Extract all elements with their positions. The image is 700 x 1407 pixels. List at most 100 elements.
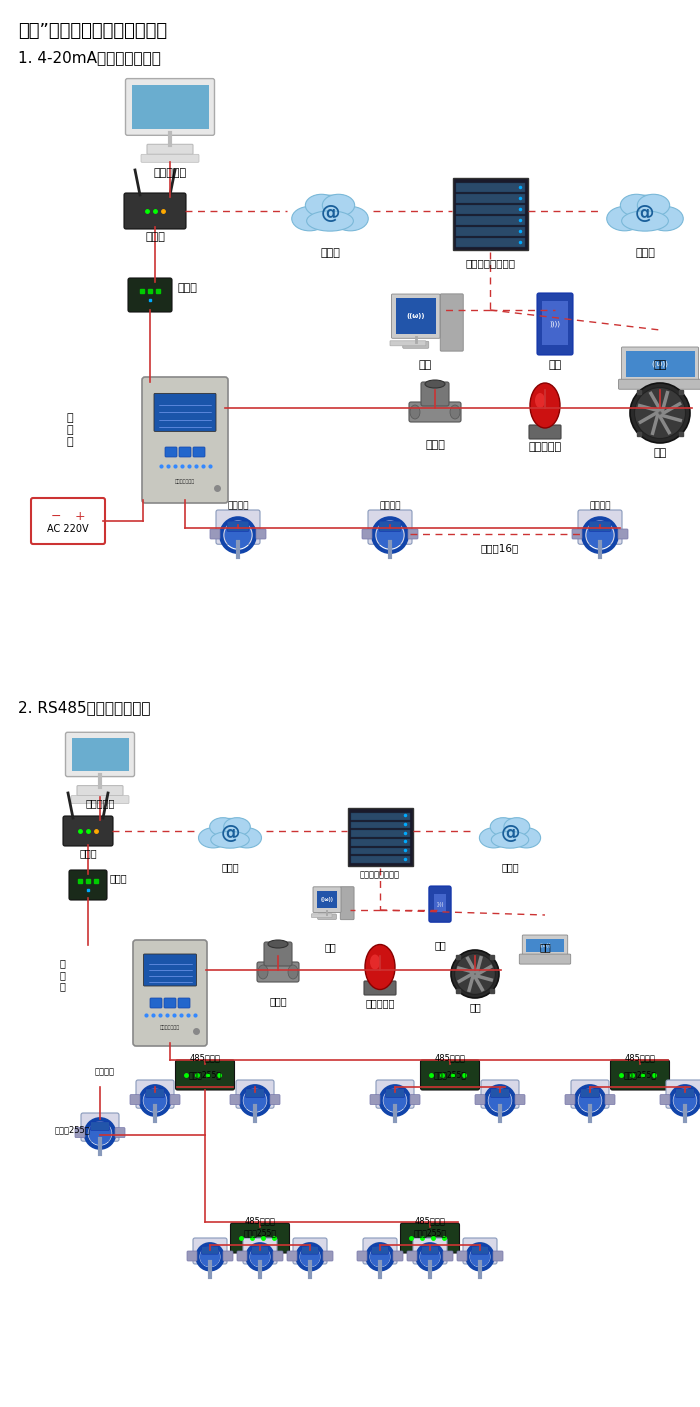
- Text: 2. RS485信号连接系统图: 2. RS485信号连接系统图: [18, 701, 150, 715]
- FancyBboxPatch shape: [472, 1247, 489, 1254]
- FancyBboxPatch shape: [210, 529, 220, 539]
- FancyBboxPatch shape: [227, 521, 249, 532]
- FancyBboxPatch shape: [318, 915, 337, 920]
- Text: 电磁阀: 电磁阀: [270, 996, 287, 1006]
- Ellipse shape: [491, 832, 528, 848]
- FancyBboxPatch shape: [676, 1089, 694, 1097]
- Ellipse shape: [232, 827, 262, 848]
- FancyBboxPatch shape: [146, 1089, 164, 1097]
- Ellipse shape: [480, 827, 508, 848]
- FancyBboxPatch shape: [618, 529, 628, 539]
- Text: 通
讯
线: 通 讯 线: [59, 958, 65, 992]
- FancyBboxPatch shape: [133, 940, 207, 1045]
- Text: 通
讯
线: 通 讯 线: [66, 414, 74, 446]
- FancyBboxPatch shape: [147, 145, 193, 155]
- Text: ((ω)): ((ω)): [321, 898, 333, 902]
- Ellipse shape: [620, 194, 652, 217]
- Text: 485中继器: 485中继器: [244, 1216, 275, 1225]
- FancyBboxPatch shape: [572, 529, 582, 539]
- FancyBboxPatch shape: [408, 529, 418, 539]
- Text: 大众”系列带显示固定式检测仪: 大众”系列带显示固定式检测仪: [18, 23, 167, 39]
- FancyBboxPatch shape: [357, 1251, 367, 1261]
- FancyBboxPatch shape: [393, 1251, 403, 1261]
- Ellipse shape: [307, 196, 354, 227]
- Circle shape: [370, 1247, 390, 1266]
- Text: @: @: [220, 825, 239, 844]
- Ellipse shape: [211, 832, 249, 848]
- Circle shape: [472, 971, 478, 976]
- FancyBboxPatch shape: [529, 425, 561, 439]
- FancyBboxPatch shape: [386, 1089, 405, 1097]
- Text: 可连接16个: 可连接16个: [481, 543, 519, 553]
- Circle shape: [199, 1247, 220, 1266]
- FancyBboxPatch shape: [666, 1081, 700, 1109]
- FancyBboxPatch shape: [372, 1247, 389, 1254]
- FancyBboxPatch shape: [81, 1113, 119, 1141]
- Text: )))): )))): [550, 321, 561, 328]
- Text: 手机: 手机: [434, 940, 446, 950]
- FancyBboxPatch shape: [128, 279, 172, 312]
- Text: +: +: [75, 509, 85, 522]
- Ellipse shape: [490, 817, 516, 836]
- FancyBboxPatch shape: [379, 521, 401, 532]
- FancyBboxPatch shape: [421, 1247, 438, 1254]
- FancyBboxPatch shape: [619, 380, 700, 390]
- FancyBboxPatch shape: [400, 1223, 459, 1254]
- FancyBboxPatch shape: [395, 298, 436, 335]
- FancyBboxPatch shape: [589, 521, 611, 532]
- FancyBboxPatch shape: [202, 1247, 218, 1254]
- FancyBboxPatch shape: [390, 340, 426, 346]
- FancyBboxPatch shape: [179, 447, 191, 457]
- Text: 手机: 手机: [548, 360, 561, 370]
- FancyBboxPatch shape: [391, 294, 440, 338]
- Text: 信号输出: 信号输出: [228, 501, 248, 509]
- FancyBboxPatch shape: [63, 816, 113, 846]
- FancyBboxPatch shape: [578, 509, 622, 545]
- Text: 转换器: 转换器: [178, 283, 198, 293]
- FancyBboxPatch shape: [66, 732, 134, 777]
- Circle shape: [144, 1089, 167, 1112]
- Ellipse shape: [450, 405, 460, 419]
- Circle shape: [630, 383, 690, 443]
- Circle shape: [489, 1089, 512, 1112]
- FancyBboxPatch shape: [519, 954, 570, 964]
- FancyBboxPatch shape: [230, 1095, 240, 1104]
- Text: 可连接255台: 可连接255台: [624, 1069, 657, 1079]
- Text: 单机版电脑: 单机版电脑: [85, 798, 115, 808]
- Text: 单机版电脑: 单机版电脑: [153, 167, 187, 179]
- FancyBboxPatch shape: [443, 1251, 453, 1261]
- Circle shape: [470, 1247, 490, 1266]
- FancyBboxPatch shape: [136, 1081, 174, 1109]
- Text: ((ω)): ((ω)): [407, 314, 425, 319]
- Text: 终端: 终端: [539, 943, 551, 953]
- FancyBboxPatch shape: [124, 193, 186, 229]
- FancyBboxPatch shape: [421, 381, 449, 407]
- Text: 485中继器: 485中继器: [414, 1216, 445, 1225]
- FancyBboxPatch shape: [456, 238, 524, 248]
- Text: 可连接255台: 可连接255台: [414, 1228, 447, 1237]
- FancyBboxPatch shape: [571, 1081, 609, 1109]
- FancyBboxPatch shape: [216, 509, 260, 545]
- Ellipse shape: [622, 211, 668, 231]
- Text: @: @: [636, 204, 654, 224]
- FancyBboxPatch shape: [351, 830, 409, 837]
- Text: 信号输出: 信号输出: [95, 1068, 115, 1076]
- Text: 声光报警器: 声光报警器: [365, 998, 395, 1007]
- Ellipse shape: [268, 940, 288, 948]
- Text: 转换器: 转换器: [110, 872, 127, 884]
- FancyBboxPatch shape: [565, 1095, 575, 1104]
- FancyBboxPatch shape: [115, 1127, 125, 1138]
- FancyBboxPatch shape: [347, 808, 412, 865]
- FancyBboxPatch shape: [302, 1247, 318, 1254]
- FancyBboxPatch shape: [456, 194, 524, 203]
- FancyBboxPatch shape: [237, 1251, 247, 1261]
- FancyBboxPatch shape: [154, 394, 216, 432]
- Text: @: @: [500, 825, 519, 844]
- FancyBboxPatch shape: [364, 981, 396, 995]
- FancyBboxPatch shape: [351, 857, 409, 862]
- FancyBboxPatch shape: [481, 1081, 519, 1109]
- FancyBboxPatch shape: [370, 1095, 380, 1104]
- FancyBboxPatch shape: [287, 1251, 297, 1261]
- FancyBboxPatch shape: [537, 293, 573, 355]
- FancyBboxPatch shape: [526, 938, 564, 953]
